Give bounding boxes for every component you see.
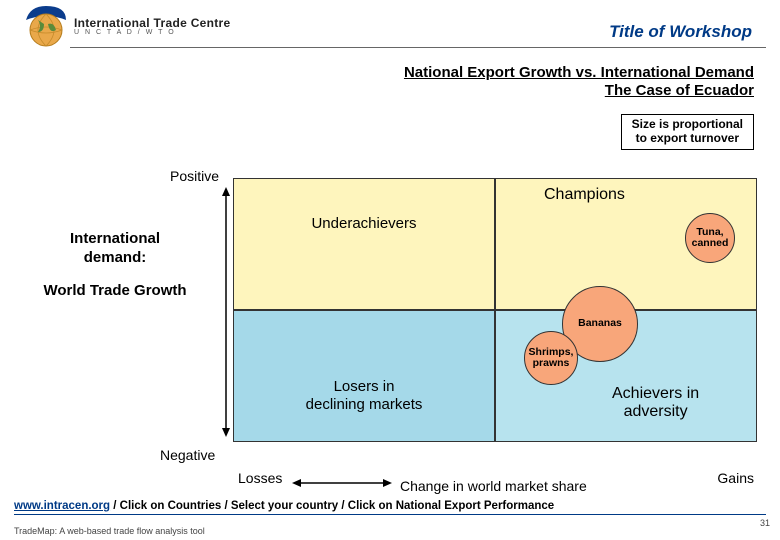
org-text: International Trade Centre U N C T A D /… [74, 17, 231, 36]
y-axis-label: International demand: World Trade Growth [40, 230, 190, 300]
x-axis-arrow [292, 475, 392, 485]
label-achievers: Achievers in adversity [612, 385, 699, 422]
y-axis-negative: Negative [160, 447, 215, 463]
subtitle: National Export Growth vs. International… [404, 64, 754, 100]
x-axis-losses: Losses [238, 470, 282, 486]
header-divider [70, 47, 766, 48]
y-axis-positive: Positive [170, 168, 219, 184]
size-note: Size is proportional to export turnover [621, 114, 754, 150]
label-underachievers: Underachievers [311, 215, 416, 233]
quadrant-underachievers: Underachievers [233, 178, 495, 310]
label-champions: Champions [544, 186, 625, 204]
header: International Trade Centre U N C T A D /… [0, 0, 780, 54]
x-axis-gains: Gains [717, 470, 754, 486]
note-l1: Size is proportional [632, 117, 743, 131]
x-axis-label: Change in world market share [400, 478, 587, 494]
globe-icon [24, 4, 68, 48]
y-axis-arrow [221, 187, 231, 437]
y-label-1: International demand: [40, 230, 190, 268]
footer-tool-note: TradeMap: A web-based trade flow analysi… [14, 526, 205, 536]
footer-nav: www.intracen.org / Click on Countries / … [14, 500, 766, 515]
subtitle-line2: The Case of Ecuador [605, 82, 754, 99]
logo: International Trade Centre U N C T A D /… [24, 4, 231, 48]
quadrant-losers: Losers in declining markets [233, 310, 495, 442]
intracen-link[interactable]: www.intracen.org [14, 500, 110, 512]
org-sub: U N C T A D / W T O [74, 29, 231, 36]
footer-nav-text: / Click on Countries / Select your count… [110, 500, 554, 512]
subtitle-line1: National Export Growth vs. International… [404, 64, 754, 81]
label-losers: Losers in declining markets [306, 378, 423, 414]
bubble-shrimps: Shrimps,prawns [524, 331, 578, 385]
page-title: Title of Workshop [609, 22, 752, 42]
page-number: 31 [760, 518, 770, 528]
note-l2: to export turnover [636, 131, 739, 145]
org-main: International Trade Centre [74, 17, 231, 29]
y-label-2: World Trade Growth [40, 282, 190, 301]
bubble-tuna: Tuna,canned [685, 213, 735, 263]
